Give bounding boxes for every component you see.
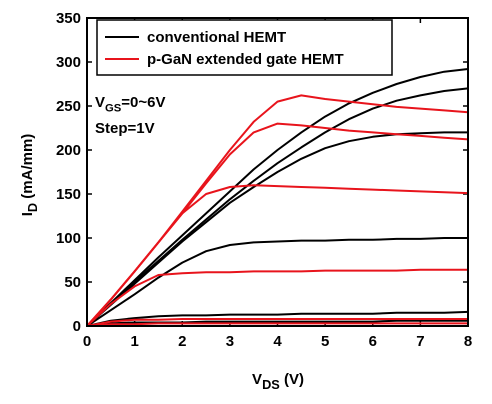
curve (86, 318, 468, 327)
x-tick-label: 2 (178, 333, 186, 350)
curve (86, 268, 468, 327)
y-tick-label: 100 (56, 230, 81, 247)
x-axis-label-main: V (252, 371, 262, 388)
legend-label: conventional HEMT (147, 29, 286, 46)
x-tick-label: 7 (416, 333, 424, 350)
y-tick-label: 0 (73, 318, 81, 335)
x-axis-label-rest: (V) (280, 371, 304, 388)
x-tick-label: 3 (226, 333, 234, 350)
annotation: VGS=0~6V (95, 94, 166, 115)
annotation-main: Step=1V (95, 120, 155, 137)
x-axis-label: VDS (V) (252, 371, 304, 392)
x-axis-label-sub: DS (262, 377, 280, 392)
x-tick-label: 4 (273, 333, 282, 350)
annotation: Step=1V (95, 120, 155, 137)
x-tick-label: 6 (369, 333, 377, 350)
x-tick-label: 0 (83, 333, 91, 350)
curve (86, 87, 469, 327)
annotation-main: V (95, 94, 105, 111)
annotation-rest: =0~6V (121, 94, 165, 111)
x-tick-label: 5 (321, 333, 329, 350)
x-tick-label: 8 (464, 333, 472, 350)
y-tick-label: 350 (56, 10, 81, 27)
y-axis-label-rest: (mA/mm) (19, 134, 36, 203)
curve (86, 184, 469, 327)
curve (86, 322, 468, 327)
y-tick-label: 200 (56, 142, 81, 159)
curve (86, 94, 469, 327)
y-axis-label-main: I (19, 212, 36, 216)
curve (86, 319, 468, 327)
legend-label: p-GaN extended gate HEMT (147, 51, 344, 68)
x-tick-label: 1 (130, 333, 138, 350)
curve (86, 131, 468, 327)
curve (86, 68, 469, 327)
y-tick-label: 250 (56, 98, 81, 115)
legend-box (96, 19, 393, 76)
y-tick-label: 50 (64, 274, 81, 291)
y-axis-label: ID (mA/mm) (19, 134, 40, 217)
curve (86, 310, 469, 327)
curve (86, 237, 468, 327)
curve (86, 122, 469, 327)
annotation-sub: GS (105, 103, 122, 115)
y-tick-label: 150 (56, 186, 81, 203)
y-tick-label: 300 (56, 54, 81, 71)
y-axis-label-sub: D (25, 203, 40, 212)
plot-frame (86, 17, 469, 327)
